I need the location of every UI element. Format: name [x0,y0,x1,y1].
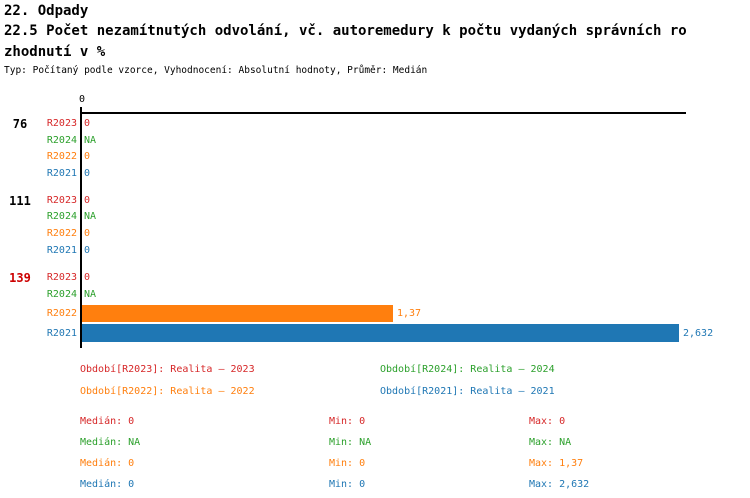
group-label-111: 111 [9,194,31,208]
series-label-r2021: R2021 [46,168,77,179]
chart-row: R2023 0 [0,271,750,284]
value-label: 0 [84,195,91,206]
stat-min-r2021: Min: 0 [329,479,366,490]
value-label: NA [84,135,97,146]
stat-median-r2024: Medián: NA [80,437,141,448]
indicator-title-line1: 22.5 Počet nezamítnutých odvolání, vč. a… [4,23,687,39]
series-label-r2023: R2023 [46,118,77,129]
indicator-meta: Typ: Počítaný podle vzorce, Vyhodnocení:… [4,65,428,76]
series-label-r2024: R2024 [46,211,77,222]
bar-value-label: 2,632 [683,327,714,339]
legend-item-r2022: Období[R2022]: Realita – 2022 [80,386,255,397]
stat-max-r2021: Max: 2,632 [529,479,590,490]
series-label-r2022: R2022 [46,151,77,162]
value-label: 0 [84,272,91,283]
chart-row: R2021 0 [0,167,750,180]
chart-row: R2024 NA [0,134,750,147]
series-label-r2023: R2023 [46,195,77,206]
section-title: 22. Odpady [4,3,89,19]
stat-max-r2024: Max: NA [529,437,572,448]
series-label-r2022: R2022 [46,228,77,239]
series-label-r2021: R2021 [46,245,77,256]
value-label: NA [84,211,97,222]
bar-r2021 [82,324,679,342]
group-label-139: 139 [9,271,31,285]
value-label: 0 [84,118,91,129]
series-label-r2023: R2023 [46,272,77,283]
value-label: 0 [84,245,91,256]
chart-row: R2023 0 [0,117,750,130]
value-label: 0 [84,228,91,239]
legend-item-r2024: Období[R2024]: Realita – 2024 [380,364,555,375]
stat-median-r2021: Medián: 0 [80,479,135,490]
chart-row: R2024 NA [0,210,750,223]
value-label: NA [84,289,97,300]
axis-zero-tick-label: 0 [78,94,86,105]
chart-row: R2024 NA [0,288,750,301]
indicator-title-line2: zhodnutí v % [4,44,106,60]
series-label-r2022: R2022 [46,308,77,319]
value-label: 0 [84,151,91,162]
chart-row: R2021 0 [0,244,750,257]
chart-row: R2022 0 [0,227,750,240]
chart-bar-row: R2022 1,37 [0,305,750,322]
stat-max-r2022: Max: 1,37 [529,458,584,469]
bar-value-label: 1,37 [397,308,422,319]
chart-row: R2023 0 [0,194,750,207]
group-label-76: 76 [12,117,28,131]
stat-min-r2024: Min: NA [329,437,372,448]
value-axis-line [80,107,82,348]
chart-bar-row: R2021 2,632 [0,324,750,342]
bar-r2022 [82,305,393,322]
legend-item-r2023: Období[R2023]: Realita – 2023 [80,364,255,375]
chart-row: R2022 0 [0,150,750,163]
baseline-axis-line [81,112,686,114]
legend-item-r2021: Období[R2021]: Realita – 2021 [380,386,555,397]
series-label-r2024: R2024 [46,135,77,146]
stat-min-r2023: Min: 0 [329,416,366,427]
stat-min-r2022: Min: 0 [329,458,366,469]
stat-median-r2023: Medián: 0 [80,416,135,427]
stat-median-r2022: Medián: 0 [80,458,135,469]
stat-max-r2023: Max: 0 [529,416,566,427]
series-label-r2024: R2024 [46,289,77,300]
value-label: 0 [84,168,91,179]
series-label-r2021: R2021 [46,327,77,339]
